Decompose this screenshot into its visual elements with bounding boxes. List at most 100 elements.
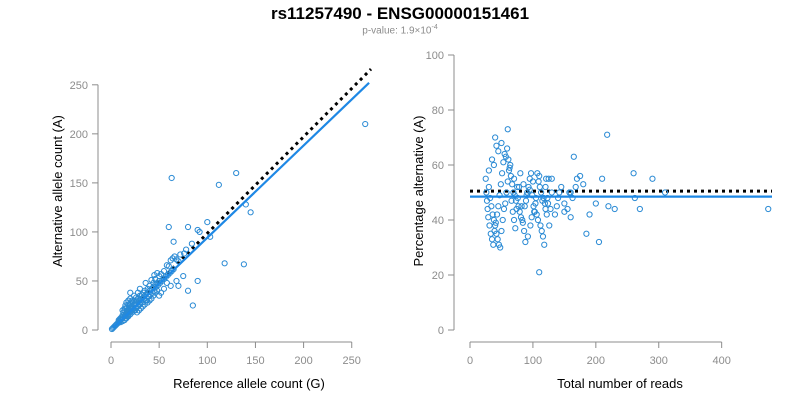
x-axis: 0 50 100 150 200 250 xyxy=(108,341,361,367)
data-point xyxy=(526,175,533,182)
data-point xyxy=(139,303,146,310)
data-point xyxy=(522,197,530,204)
allele-count-scatter: 0 50 100 150 200 250 0 50 100 150 200 250 Referenc… xyxy=(50,68,373,391)
data-point xyxy=(171,253,178,260)
y-axis-label: Percentage alternative (A) xyxy=(411,115,426,266)
data-point xyxy=(548,175,555,182)
data-point xyxy=(512,225,519,232)
data-point xyxy=(180,272,187,280)
data-point xyxy=(485,167,492,174)
data-point xyxy=(580,181,587,188)
data-point xyxy=(482,175,489,182)
data-point xyxy=(512,197,520,204)
data-point xyxy=(538,227,545,235)
data-point xyxy=(160,285,168,292)
data-point xyxy=(148,276,155,284)
data-point xyxy=(168,268,175,275)
data-point xyxy=(521,203,528,210)
data-point xyxy=(483,197,491,204)
data-point xyxy=(630,170,637,177)
data-point xyxy=(605,203,612,210)
data-point xyxy=(484,205,491,213)
data-point xyxy=(510,175,518,182)
data-point xyxy=(544,194,551,202)
data-point xyxy=(137,305,144,312)
data-point xyxy=(636,205,643,213)
data-point xyxy=(649,175,656,182)
data-point xyxy=(504,178,511,185)
data-point xyxy=(569,194,576,202)
y-tick-label: 150 xyxy=(70,178,88,190)
data-point xyxy=(247,209,254,216)
data-point xyxy=(188,240,195,247)
data-point xyxy=(504,126,511,133)
reference-line xyxy=(111,68,373,330)
data-point xyxy=(495,203,502,210)
data-point xyxy=(488,156,496,163)
data-point xyxy=(109,324,117,332)
data-point xyxy=(586,211,593,218)
data-point xyxy=(173,277,180,285)
x-tick-label: 0 xyxy=(108,355,114,367)
data-point xyxy=(119,307,126,314)
data-point xyxy=(233,169,240,177)
data-points xyxy=(482,126,772,276)
data-point xyxy=(546,222,553,229)
fit-line-path xyxy=(112,82,370,329)
data-point xyxy=(507,161,514,169)
x-tick-label: 300 xyxy=(650,355,668,367)
data-point xyxy=(545,175,552,182)
data-point xyxy=(521,227,528,235)
data-point xyxy=(534,216,542,224)
data-point xyxy=(127,289,134,296)
data-point xyxy=(506,164,513,171)
y-tick-label: 250 xyxy=(70,80,88,92)
data-point xyxy=(163,262,170,269)
data-point xyxy=(170,266,177,273)
percentage-ylabel-holder: Percentage alternative (A) xyxy=(411,115,426,266)
data-point xyxy=(548,189,555,196)
y-tick-label: 20 xyxy=(432,270,444,282)
data-point xyxy=(221,260,228,267)
data-point xyxy=(529,192,536,199)
data-point xyxy=(362,120,369,128)
data-point xyxy=(146,297,153,304)
x-axis-label: Total number of reads xyxy=(557,376,683,391)
data-point xyxy=(537,222,544,229)
data-point xyxy=(514,183,521,191)
x-tick-label: 250 xyxy=(343,355,361,367)
data-point xyxy=(595,238,603,246)
data-point xyxy=(577,172,584,180)
fit-line xyxy=(112,82,370,329)
data-point xyxy=(184,223,192,231)
data-point xyxy=(543,211,550,218)
data-point xyxy=(558,183,565,191)
data-point xyxy=(511,192,518,199)
y-tick-label: 0 xyxy=(82,325,88,337)
data-point xyxy=(181,250,188,257)
data-point xyxy=(240,261,247,268)
percentage-scatter: 0 100 200 300 400 0 20 40 60 80 100 Total number … xyxy=(426,50,772,391)
pvalue-text: p-value: 1.9×10 xyxy=(362,25,432,37)
data-point xyxy=(494,236,501,243)
data-point xyxy=(553,203,560,210)
y-axis: 0 20 40 60 80 100 xyxy=(426,50,455,337)
data-point xyxy=(541,241,548,248)
data-point xyxy=(497,244,504,251)
data-point xyxy=(567,214,574,221)
data-point xyxy=(554,194,562,202)
data-point xyxy=(157,270,165,278)
data-point xyxy=(495,148,502,155)
data-point xyxy=(519,219,526,226)
data-point xyxy=(142,279,149,287)
data-point xyxy=(498,170,506,177)
data-point xyxy=(516,208,523,215)
data-point xyxy=(492,219,499,226)
data-point xyxy=(542,205,549,213)
x-tick-label: 100 xyxy=(524,355,542,367)
data-point xyxy=(167,282,174,289)
data-point xyxy=(136,285,143,292)
data-point xyxy=(170,238,177,245)
data-point xyxy=(502,200,509,207)
data-point xyxy=(509,181,516,188)
